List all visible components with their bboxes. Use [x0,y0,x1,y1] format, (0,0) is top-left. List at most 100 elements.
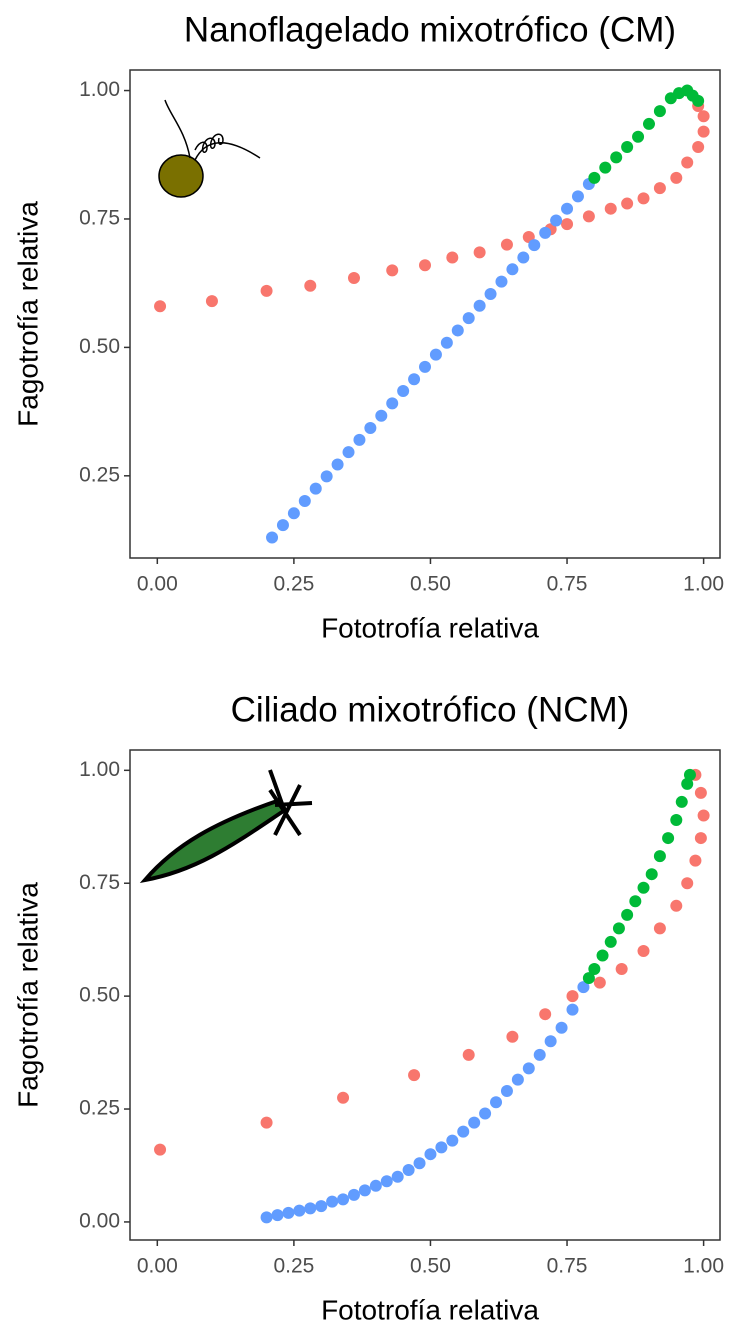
point [205,295,218,308]
point [320,470,333,483]
flagellate-icon [158,99,261,198]
point [347,1188,360,1201]
point [689,854,702,867]
point [331,458,344,471]
point [645,868,658,881]
point [561,218,574,231]
x-tick-label: 1.00 [683,1255,724,1278]
plot-frame [129,749,721,1241]
point [610,151,623,164]
y-tick-label: 0.25 [79,1097,120,1120]
x-axis-label: Fototrofía relativa [321,1294,539,1325]
x-tick-label: 0.50 [410,1255,451,1278]
point [282,1206,295,1219]
point [632,130,645,143]
y-tick-label: 1.00 [79,78,120,101]
point [561,202,574,215]
point [154,300,167,313]
point [446,1134,459,1147]
point [697,110,710,123]
point [413,1157,426,1170]
point [681,777,694,790]
point [309,482,322,495]
point [697,809,710,822]
y-axis-label: Fagotrofía relativa [12,882,43,1108]
point [386,264,399,277]
y-tick-label: 0.75 [79,871,120,894]
point [462,312,475,325]
point [692,94,705,107]
point [446,251,459,264]
point [582,210,595,223]
x-tick-label: 0.00 [137,1255,178,1278]
point [424,1148,437,1161]
point [539,1008,552,1021]
x-tick-label: 0.75 [547,573,588,596]
point [358,1184,371,1197]
point [528,239,541,252]
x-tick-label: 0.25 [273,1255,314,1278]
x-tick-label: 0.25 [273,573,314,596]
point [670,814,683,826]
point [681,156,694,169]
plot-frame [129,69,721,559]
point [337,1091,350,1104]
point [506,263,519,276]
point [694,832,707,845]
point [621,197,634,210]
point [397,385,410,398]
point [683,768,696,781]
point [697,125,710,138]
point [479,1107,492,1120]
point [588,963,601,976]
point [484,287,497,300]
point [566,1003,579,1016]
point [419,360,431,373]
point [402,1164,415,1176]
x-axis-label: Fototrofía relativa [321,612,539,643]
point [517,251,530,264]
point [629,895,642,908]
y-tick-label: 0.25 [79,463,120,486]
point [154,1143,167,1156]
point [440,336,453,349]
point [621,141,634,154]
point [681,877,694,890]
point [260,1211,273,1224]
point [500,1084,513,1097]
point [287,507,300,520]
point [495,275,508,288]
point [342,446,355,459]
point [653,850,666,863]
point [435,1141,448,1154]
chart-title: Nanoflagelado mixotrófico (CM) [184,10,676,49]
point [266,531,279,544]
point [490,1096,503,1109]
point [566,990,579,1003]
point [429,348,442,361]
point [653,922,666,935]
point [539,226,552,239]
point [571,190,584,203]
point [621,908,634,921]
point [337,1193,350,1206]
point [304,279,317,292]
point [604,202,617,215]
point [604,935,617,948]
y-tick-label: 0.50 [79,335,120,358]
point [577,981,590,994]
point [347,272,360,285]
x-tick-label: 1.00 [683,573,724,596]
point [694,786,707,799]
point [522,1062,535,1075]
point [457,1125,470,1138]
point [293,1204,306,1217]
point [298,494,311,507]
point [670,171,683,184]
point [599,161,612,174]
point [304,1202,317,1215]
y-tick-label: 0.00 [79,1209,120,1232]
point [260,284,273,297]
x-tick-label: 0.50 [410,573,451,596]
